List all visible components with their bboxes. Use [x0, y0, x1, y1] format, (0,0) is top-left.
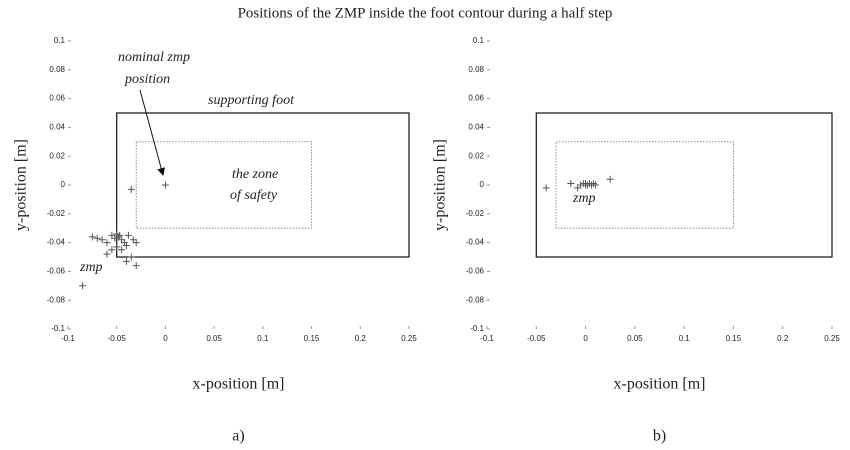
x-tick-label: -0.1: [61, 334, 75, 343]
region: [135, 141, 312, 229]
annotation-arrow: [139, 89, 166, 176]
y-tick-label: 0.04: [468, 123, 484, 132]
y-tick-label: -0.06: [47, 267, 66, 276]
region-label: of safety: [230, 188, 278, 203]
point: [542, 184, 550, 192]
x-tick-label: 0.25: [401, 334, 417, 343]
annotation: position: [124, 72, 170, 87]
x-axis-label: x-position [m]: [614, 376, 706, 393]
y-tick-label: 0.08: [468, 65, 484, 74]
point: [567, 180, 575, 188]
region: [116, 112, 410, 258]
y-tick-label: -0.1: [51, 324, 65, 333]
y-tick-label: -0.04: [466, 238, 485, 247]
point: [103, 239, 111, 247]
region: [535, 112, 833, 258]
point: [98, 236, 106, 244]
x-tick-label: 0.05: [627, 334, 643, 343]
y-tick-label: 0.06: [49, 94, 65, 103]
y-tick-label: 0.1: [54, 36, 66, 45]
y-tick-label: 0.02: [49, 151, 65, 160]
x-tick-label: 0.1: [679, 334, 691, 343]
x-tick-label: 0.1: [257, 334, 269, 343]
y-tick-label: -0.1: [470, 324, 484, 333]
chart-title: Positions of the ZMP inside the foot con…: [238, 5, 613, 21]
point: [118, 246, 126, 254]
point: [122, 241, 130, 249]
point: [103, 250, 111, 258]
y-axis-label: y-position [m]: [432, 139, 449, 231]
y-tick-label: 0: [61, 180, 66, 189]
x-tick-label: 0.25: [824, 334, 840, 343]
point: [115, 233, 123, 241]
x-tick-label: 0.2: [777, 334, 789, 343]
x-tick-label: -0.05: [527, 334, 546, 343]
point: [124, 231, 132, 239]
point: [582, 181, 590, 189]
region-label: supporting foot: [208, 93, 295, 108]
panel-label: a): [232, 428, 244, 445]
y-tick-label: 0: [480, 180, 485, 189]
x-tick-label: -0.05: [108, 334, 127, 343]
point: [113, 243, 121, 251]
point: [79, 282, 87, 290]
y-tick-label: -0.02: [47, 209, 66, 218]
y-tick-label: 0.08: [49, 65, 65, 74]
point: [88, 233, 96, 241]
point: [111, 234, 119, 242]
y-tick-label: 0.02: [468, 151, 484, 160]
x-axis-label: x-position [m]: [193, 376, 285, 393]
point: [161, 181, 169, 189]
point: [591, 181, 599, 189]
point: [127, 185, 135, 193]
y-tick-label: -0.06: [466, 267, 485, 276]
y-tick-label: 0.06: [468, 94, 484, 103]
point: [122, 257, 130, 265]
point: [116, 231, 124, 239]
point: [574, 184, 582, 192]
point: [108, 231, 116, 239]
y-axis-label: y-position [m]: [13, 139, 30, 231]
x-tick-label: 0.05: [206, 334, 222, 343]
y-tick-label: -0.08: [466, 295, 485, 304]
point: [108, 246, 116, 254]
y-tick-label: -0.02: [466, 209, 485, 218]
x-tick-label: 0.15: [726, 334, 742, 343]
annotation: zmp: [79, 260, 103, 275]
x-tick-label: 0.15: [304, 334, 320, 343]
region: [555, 141, 734, 229]
y-tick-label: 0.04: [49, 123, 65, 132]
x-tick-label: 0: [583, 334, 588, 343]
point: [127, 253, 135, 261]
point: [132, 262, 140, 270]
point: [93, 234, 101, 242]
annotation: nominal zmp: [118, 50, 190, 65]
x-tick-label: -0.1: [480, 334, 494, 343]
point: [118, 236, 126, 244]
panel-label: b): [653, 428, 666, 445]
y-tick-label: -0.04: [47, 238, 66, 247]
point: [606, 175, 614, 183]
y-tick-label: -0.08: [47, 295, 66, 304]
x-tick-label: 0.2: [355, 334, 367, 343]
point: [129, 236, 137, 244]
x-tick-label: 0: [163, 334, 168, 343]
y-tick-label: 0.1: [473, 36, 485, 45]
region-label: the zone: [232, 167, 278, 182]
annotation: zmp: [572, 191, 596, 206]
point: [132, 239, 140, 247]
